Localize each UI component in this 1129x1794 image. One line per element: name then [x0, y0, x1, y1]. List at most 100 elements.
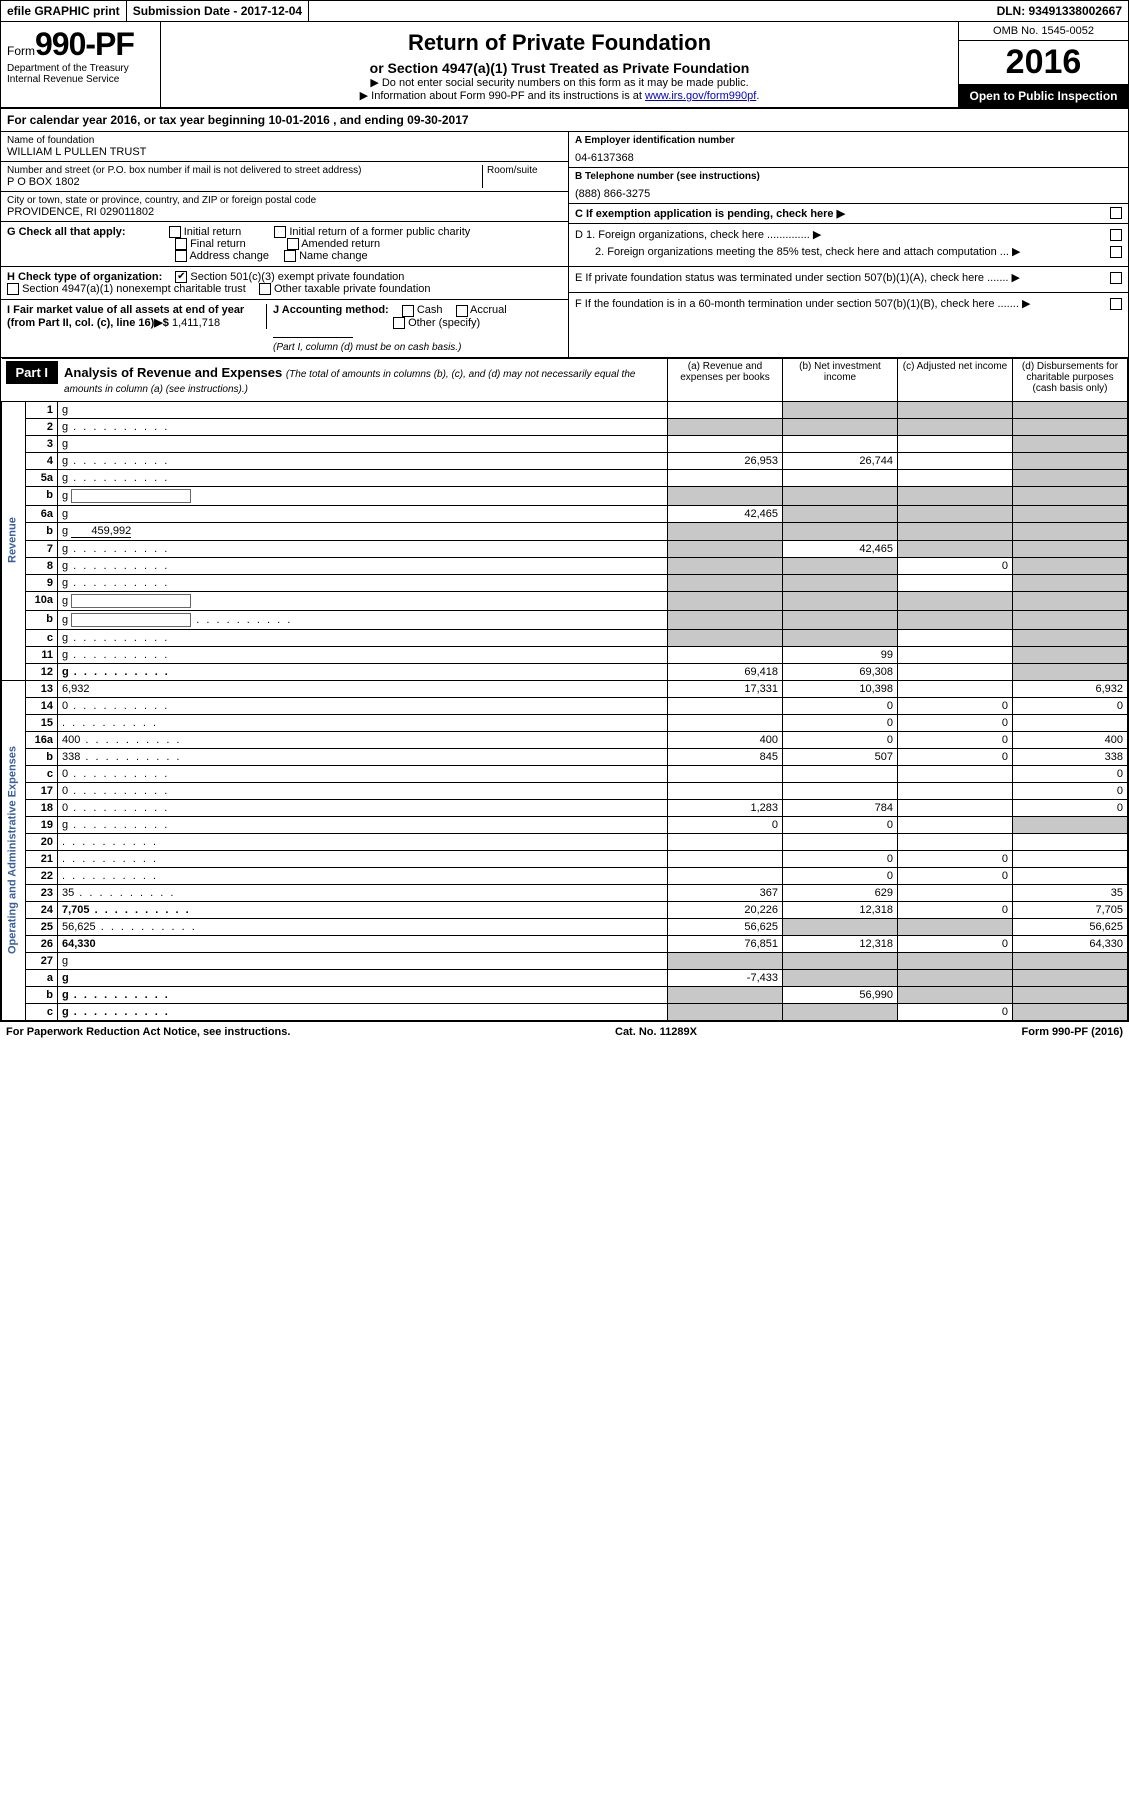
entity-info: Name of foundation WILLIAM L PULLEN TRUS…	[1, 132, 1128, 358]
line-description: 0	[58, 782, 668, 799]
line-description: g	[58, 610, 668, 629]
line-number: 15	[26, 714, 58, 731]
table-row: b g	[2, 486, 1128, 505]
line-description: g	[58, 418, 668, 435]
footer-center: Cat. No. 11289X	[615, 1026, 697, 1038]
checkbox-d2[interactable]	[1110, 246, 1122, 258]
line-number: 23	[26, 884, 58, 901]
checkbox-initial-public[interactable]	[274, 226, 286, 238]
line-number: 27	[26, 952, 58, 969]
instructions-link[interactable]: www.irs.gov/form990pf	[645, 90, 756, 102]
irs-label: Internal Revenue Service	[7, 74, 154, 85]
line-number: 11	[26, 646, 58, 663]
table-row: 2 g	[2, 418, 1128, 435]
checkbox-address-change[interactable]	[175, 250, 187, 262]
line-description: g	[58, 1003, 668, 1020]
checkbox-d1[interactable]	[1110, 229, 1122, 241]
ein-cell: A Employer identification number 04-6137…	[569, 132, 1128, 168]
line-description: g	[58, 469, 668, 486]
line-description: g	[58, 486, 668, 505]
table-row: a g -7,433	[2, 969, 1128, 986]
col-a-header: (a) Revenue and expenses per books	[668, 358, 783, 401]
line-number: 18	[26, 799, 58, 816]
checkbox-cash[interactable]	[402, 305, 414, 317]
submission-date: Submission Date - 2017-12-04	[127, 1, 309, 21]
section-h: H Check type of organization: Section 50…	[1, 267, 568, 300]
line-number: b	[26, 748, 58, 765]
part1-title: Analysis of Revenue and Expenses (The to…	[58, 361, 663, 399]
line-number: 12	[26, 663, 58, 680]
table-row: 19 g 00	[2, 816, 1128, 833]
room-label: Room/suite	[487, 165, 562, 176]
city-label: City or town, state or province, country…	[7, 195, 562, 206]
part1-header-row: Part I Analysis of Revenue and Expenses …	[2, 358, 1128, 401]
checkbox-final-return[interactable]	[175, 238, 187, 250]
table-row: 14 0 000	[2, 697, 1128, 714]
line-number: 2	[26, 418, 58, 435]
line-description: g	[58, 435, 668, 452]
line-number: 1	[26, 401, 58, 418]
line-number: 17	[26, 782, 58, 799]
header-right: OMB No. 1545-0052 2016 Open to Public In…	[958, 22, 1128, 107]
line-description: 338	[58, 748, 668, 765]
table-row: 20	[2, 833, 1128, 850]
table-row: 25 56,625 56,62556,625	[2, 918, 1128, 935]
table-row: 7 g 42,465	[2, 540, 1128, 557]
table-row: 23 35 36762935	[2, 884, 1128, 901]
checkbox-e[interactable]	[1110, 272, 1122, 284]
line-number: c	[26, 629, 58, 646]
calendar-year-line: For calendar year 2016, or tax year begi…	[1, 109, 1128, 132]
line-description: g	[58, 952, 668, 969]
checkbox-name-change[interactable]	[284, 250, 296, 262]
table-row: 9 g	[2, 574, 1128, 591]
table-row: 15 00	[2, 714, 1128, 731]
line-number: 26	[26, 935, 58, 952]
line-number: 16a	[26, 731, 58, 748]
col-b-header: (b) Net investment income	[783, 358, 898, 401]
header: Form990-PF Department of the Treasury In…	[1, 22, 1128, 109]
dln: DLN: 93491338002667	[991, 1, 1128, 21]
line-description: g	[58, 540, 668, 557]
expenses-side-label: Operating and Administrative Expenses	[2, 680, 26, 1020]
checkbox-4947[interactable]	[7, 283, 19, 295]
entity-right: A Employer identification number 04-6137…	[568, 132, 1128, 357]
table-row: 3 g	[2, 435, 1128, 452]
col-c-header: (c) Adjusted net income	[898, 358, 1013, 401]
open-public-badge: Open to Public Inspection	[959, 85, 1128, 107]
table-row: 12 g 69,41869,308	[2, 663, 1128, 680]
f-label: F If the foundation is in a 60-month ter…	[575, 297, 1030, 310]
revenue-side-label: Revenue	[2, 401, 26, 680]
checkbox-other-method[interactable]	[393, 317, 405, 329]
checkbox-501c3[interactable]	[175, 271, 187, 283]
name-label: Name of foundation	[7, 135, 562, 146]
address-cell: Number and street (or P.O. box number if…	[1, 162, 568, 192]
right-flags: D 1. Foreign organizations, check here .…	[569, 224, 1128, 267]
line-description: 56,625	[58, 918, 668, 935]
line-number: 10a	[26, 591, 58, 610]
form-subtitle: or Section 4947(a)(1) Trust Treated as P…	[165, 60, 954, 76]
form-prefix: Form	[7, 44, 35, 58]
entity-left: Name of foundation WILLIAM L PULLEN TRUS…	[1, 132, 568, 357]
other-specify-line[interactable]	[273, 337, 353, 338]
line-description: 0	[58, 697, 668, 714]
table-row: 26 64,330 76,85112,318064,330	[2, 935, 1128, 952]
checkbox-other-taxable[interactable]	[259, 283, 271, 295]
addr-label: Number and street (or P.O. box number if…	[7, 165, 482, 176]
table-row: 22 00	[2, 867, 1128, 884]
line-description: g	[58, 969, 668, 986]
checkbox-c[interactable]	[1110, 207, 1122, 219]
line-description: g	[58, 452, 668, 469]
line-number: a	[26, 969, 58, 986]
checkbox-initial-return[interactable]	[169, 226, 181, 238]
line-number: 8	[26, 557, 58, 574]
form-title: Return of Private Foundation	[165, 30, 954, 56]
table-row: 24 7,705 20,22612,31807,705	[2, 901, 1128, 918]
line-description	[58, 833, 668, 850]
checkbox-accrual[interactable]	[456, 305, 468, 317]
g-label: G Check all that apply:	[7, 226, 126, 238]
checkbox-amended[interactable]	[287, 238, 299, 250]
line-description: g	[58, 505, 668, 522]
checkbox-f[interactable]	[1110, 298, 1122, 310]
table-row: 16a 400 40000400	[2, 731, 1128, 748]
line-description: g	[58, 986, 668, 1003]
